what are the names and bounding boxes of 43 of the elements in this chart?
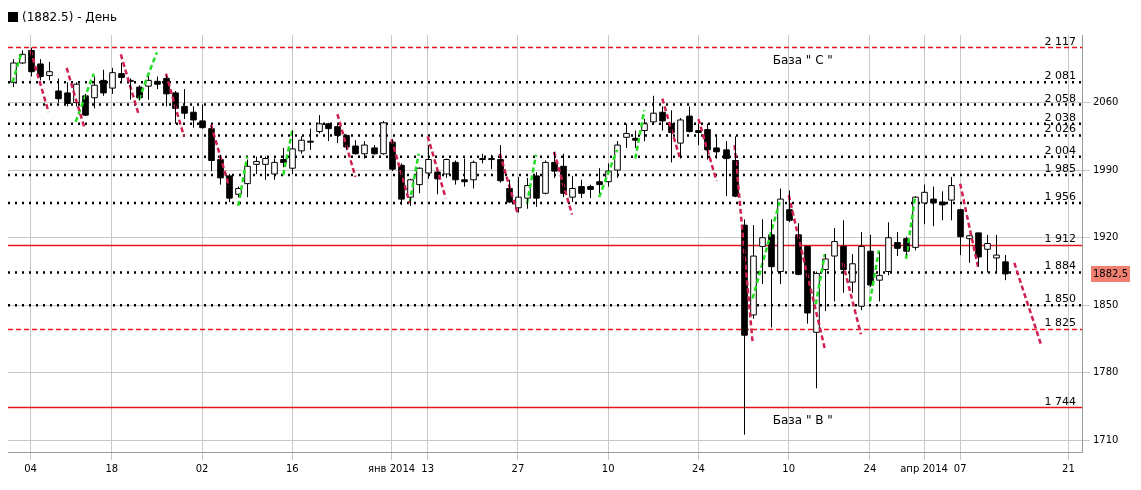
ref-line-label: 1 825 [1044, 316, 1077, 330]
ref-line-label: 2 058 [1044, 91, 1077, 105]
y-tick-label: 1850 [1093, 298, 1119, 310]
candlestick [894, 231, 901, 257]
ref-line-label: 1 884 [1044, 259, 1077, 273]
candlestick [587, 184, 594, 199]
x-tick-label: апр 2014 [900, 462, 948, 474]
x-tick-label: янв 2014 [368, 462, 416, 474]
x-tick-label: 16 [285, 462, 299, 474]
x-tick-label: 13 [421, 462, 435, 474]
annotation: База " B " [772, 412, 833, 427]
candlestick [82, 93, 89, 117]
y-tick-label: 1710 [1093, 434, 1119, 446]
x-tick-label: 24 [692, 462, 705, 474]
ref-line-label: 1 912 [1044, 232, 1077, 246]
ref-line-label: 1 850 [1044, 292, 1077, 306]
y-tick-label: 1882,5 [1093, 267, 1129, 279]
x-tick-label: 04 [24, 462, 37, 474]
ref-line-label: 1 744 [1044, 394, 1077, 408]
candlestick [569, 175, 576, 203]
ref-line-label: 2 004 [1044, 143, 1077, 157]
x-tick-label: 18 [105, 462, 119, 474]
ref-line-label: 1 956 [1044, 189, 1077, 203]
ref-line-label: 2 081 [1044, 69, 1077, 83]
y-tick-label: 1780 [1093, 366, 1119, 378]
candlestick [786, 189, 793, 223]
x-tick-label: 21 [1062, 462, 1075, 474]
x-tick-label: 07 [953, 462, 967, 474]
y-tick-label: 1990 [1093, 163, 1119, 175]
x-tick-label: 10 [782, 462, 796, 474]
ref-line-label: 2 038 [1044, 110, 1077, 124]
ref-line-label: 1 985 [1044, 161, 1077, 175]
ref-line-label: 2 117 [1044, 34, 1077, 48]
chart-title: (1882.5) - День [22, 10, 117, 24]
y-tick-label: 2060 [1093, 96, 1119, 108]
candlestick [37, 58, 44, 81]
annotation: База " C " [772, 52, 833, 67]
candlestick [578, 179, 585, 199]
y-tick-label: 1920 [1093, 231, 1119, 243]
x-tick-label: 10 [601, 462, 615, 474]
x-tick-label: 02 [195, 462, 209, 474]
x-tick-label: 27 [511, 462, 525, 474]
x-tick-label: 24 [863, 462, 877, 474]
